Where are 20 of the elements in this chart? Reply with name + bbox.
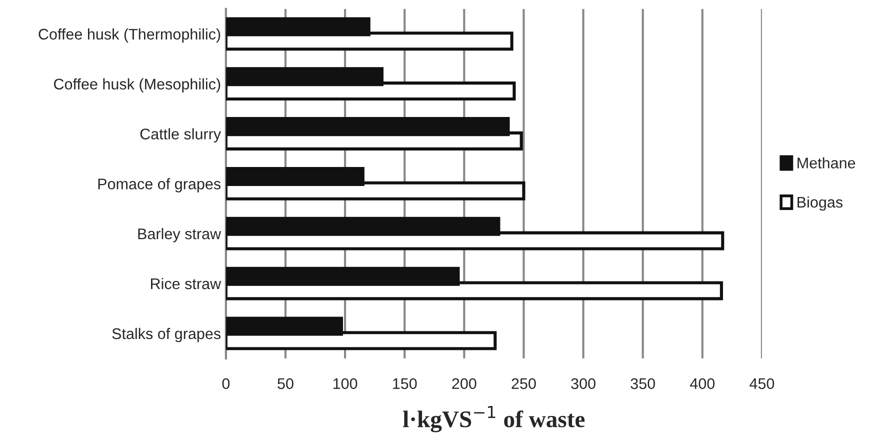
x-tick-label: 0	[222, 378, 230, 390]
y-tick-label: Barley straw	[138, 228, 222, 242]
x-axis-title: l·kgVS$^{−1}$ of waste	[403, 406, 585, 432]
y-tick-label: Stalks of grapes	[112, 328, 221, 342]
y-tick-label: Pomace of grapes	[98, 178, 221, 192]
y-tick-label: Coffee husk (Mesophilic)	[54, 78, 220, 93]
y-tick-label: Coffee husk (Thermophilic)	[38, 28, 220, 43]
x-tick-label: 100	[333, 378, 358, 390]
y-tick-label: Cattle slurry	[140, 128, 222, 142]
legend-label: Biogas	[798, 196, 843, 211]
legend-label: Methane	[798, 157, 856, 168]
x-tick-label: 300	[571, 378, 596, 390]
y-tick-label: Rice straw	[151, 278, 222, 290]
x-tick-label: 400	[690, 378, 715, 390]
x-tick-label: 350	[630, 378, 655, 390]
x-tick-label: 50	[278, 378, 294, 390]
x-tick-label: 250	[512, 378, 536, 390]
x-tick-label: 450	[750, 378, 774, 390]
x-tick-label: 150	[393, 378, 417, 390]
x-tick-label: 200	[452, 378, 476, 390]
